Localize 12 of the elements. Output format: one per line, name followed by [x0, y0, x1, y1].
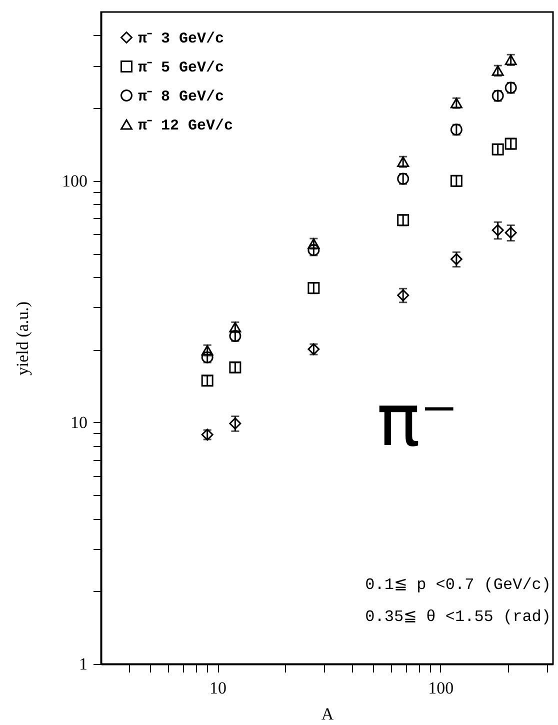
- annotation: π⁻: [376, 378, 458, 462]
- y-tick-label: 100: [62, 171, 88, 190]
- legend-label: π⁻ 5 GeV/c: [138, 60, 224, 76]
- legend-label: π⁻ 12 GeV/c: [138, 118, 234, 134]
- legend-label: π⁻ 3 GeV/c: [138, 30, 224, 48]
- legend-label: π⁻ 8 GeV/c: [138, 88, 224, 106]
- y-tick-label: 1: [79, 654, 88, 674]
- annotation: 0.35≦ θ <1.55 (rad): [365, 608, 551, 626]
- y-tick-label: 10: [70, 412, 88, 432]
- y-axis-title: yield (a.u.): [13, 301, 32, 376]
- x-axis-title: A: [321, 704, 334, 724]
- annotation: 0.1≦ p <0.7 (GeV/c): [365, 576, 551, 594]
